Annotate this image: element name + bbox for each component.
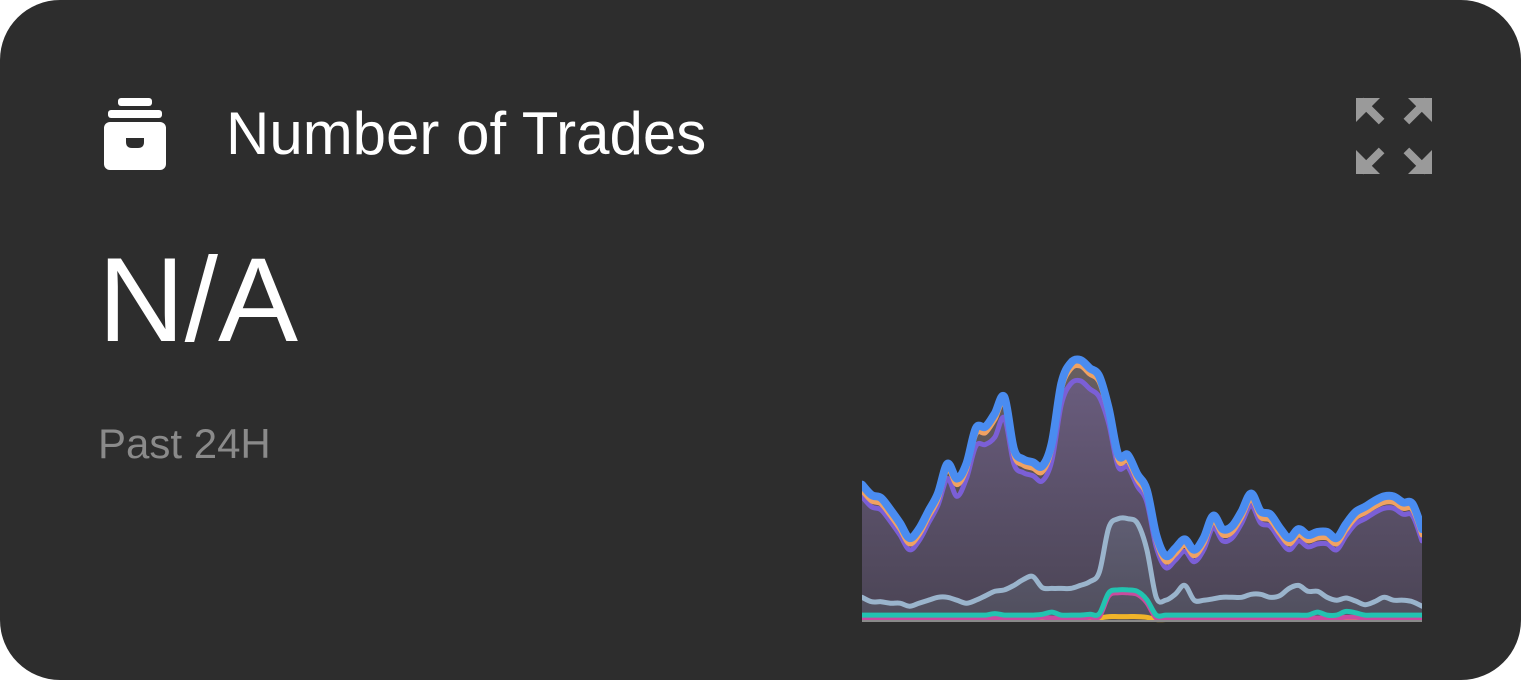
expand-arrows-icon: [1356, 97, 1432, 175]
series-2-line: [862, 587, 1422, 619]
series-6-line: [862, 355, 1422, 561]
metric-value: N/A: [98, 233, 299, 367]
series-4-line: [862, 377, 1422, 571]
time-period-label: Past 24H: [98, 420, 271, 467]
trades-sparkline-chart: [862, 350, 1422, 626]
archive-box-icon: [104, 98, 166, 170]
expand-button[interactable]: [1350, 92, 1438, 180]
card-title: Number of Trades: [226, 100, 707, 167]
series-3-line: [862, 515, 1422, 609]
